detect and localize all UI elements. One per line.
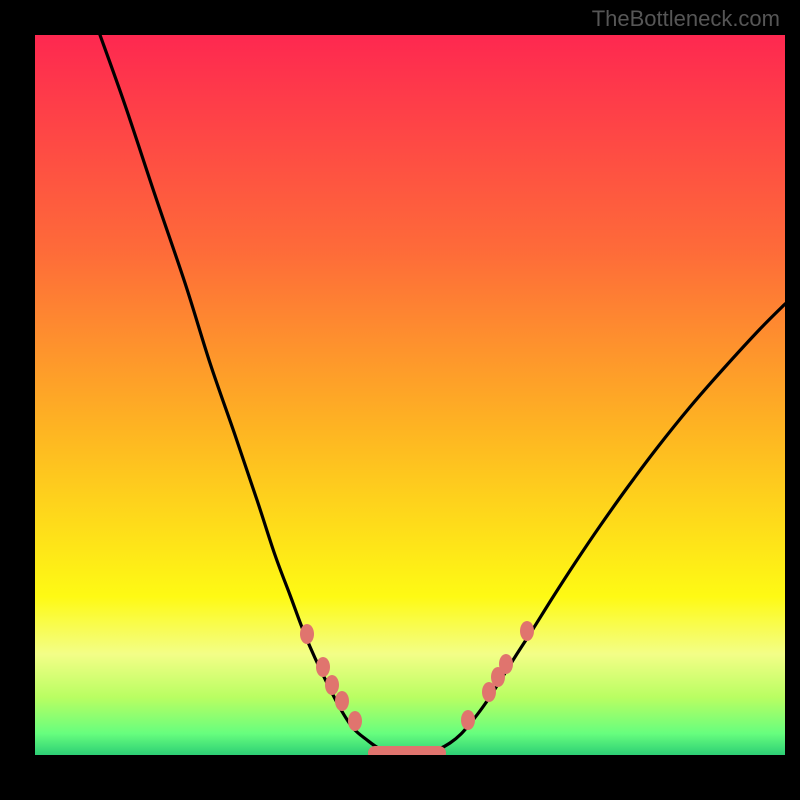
watermark-text: TheBottleneck.com: [592, 6, 780, 32]
curve-marker: [335, 691, 349, 711]
curve-marker: [316, 657, 330, 677]
curve-marker: [499, 654, 513, 674]
curve-marker: [520, 621, 534, 641]
curve-marker-flat: [368, 746, 446, 755]
curve-marker: [461, 710, 475, 730]
curve-marker: [325, 675, 339, 695]
curve-marker: [300, 624, 314, 644]
bottleneck-curve: [100, 35, 785, 753]
chart-svg-overlay: [35, 35, 785, 755]
curve-marker: [348, 711, 362, 731]
curve-markers: [300, 621, 534, 755]
